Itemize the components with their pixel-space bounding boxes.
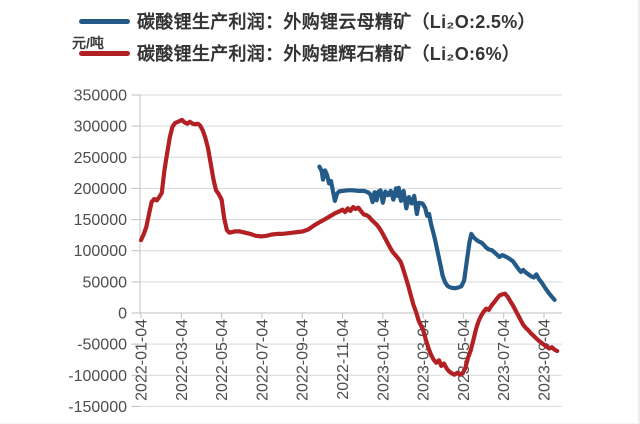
y-tick-labels: 350000 300000 250000 200000 150000 100000 5000… <box>68 88 127 416</box>
svg-text:-100000: -100000 <box>68 368 127 385</box>
y-axis-unit-label: 元/吨 <box>72 35 104 51</box>
chart-legend: 碳酸锂生产利润：外购锂云母精矿（Li₂O:2.5%） 碳酸锂生产利润：外购锂辉石… <box>79 10 536 64</box>
svg-text:2023-07-04: 2023-07-04 <box>496 319 513 401</box>
legend-swatch-spodumene-red-line-icon <box>79 50 130 56</box>
svg-text:2023-03-04: 2023-03-04 <box>416 319 433 401</box>
axes-and-ticks <box>131 94 545 407</box>
svg-text:50000: 50000 <box>83 274 128 291</box>
series-line-spodumene <box>138 117 560 377</box>
svg-text:2022-03-04: 2022-03-04 <box>174 319 191 401</box>
svg-text:0: 0 <box>118 306 127 323</box>
x-tick-labels: 2022-01-04 2022-03-04 2022-05-04 2022-07-04… <box>134 319 554 401</box>
svg-text:300000: 300000 <box>74 119 127 136</box>
svg-text:2022-05-04: 2022-05-04 <box>214 319 231 401</box>
svg-text:200000: 200000 <box>74 181 127 198</box>
svg-text:350000: 350000 <box>74 88 127 105</box>
svg-text:2023-09-04: 2023-09-04 <box>537 319 554 401</box>
legend-label-mica: 碳酸锂生产利润：外购锂云母精矿（Li₂O:2.5%） <box>137 12 536 32</box>
svg-text:2022-09-04: 2022-09-04 <box>295 319 312 401</box>
legend-item-mica: 碳酸锂生产利润：外购锂云母精矿（Li₂O:2.5%） <box>79 10 536 32</box>
series-line-mica <box>317 164 557 302</box>
svg-text:250000: 250000 <box>74 150 127 167</box>
svg-text:2022-11-04: 2022-11-04 <box>335 319 352 400</box>
svg-text:2023-01-04: 2023-01-04 <box>375 319 392 401</box>
svg-text:-50000: -50000 <box>77 337 127 354</box>
legend-label-spodumene: 碳酸锂生产利润：外购锂辉石精矿（Li₂O:6%） <box>137 44 521 64</box>
svg-text:2023-05-04: 2023-05-04 <box>456 319 473 401</box>
svg-text:100000: 100000 <box>74 243 127 260</box>
svg-text:150000: 150000 <box>74 212 127 229</box>
svg-text:2022-01-04: 2022-01-04 <box>134 319 151 401</box>
svg-text:-150000: -150000 <box>68 399 127 416</box>
legend-swatch-mica-blue-line-icon <box>79 18 130 24</box>
svg-text:2022-07-04: 2022-07-04 <box>254 319 271 401</box>
y-gridlines <box>140 94 562 407</box>
legend-item-spodumene: 碳酸锂生产利润：外购锂辉石精矿（Li₂O:6%） <box>79 42 536 64</box>
